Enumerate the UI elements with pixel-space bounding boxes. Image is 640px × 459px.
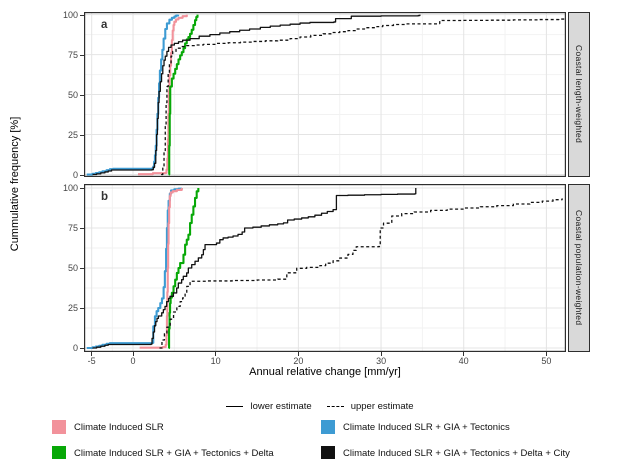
y-tick-label: 75 bbox=[67, 49, 78, 60]
y-tick-label: 100 bbox=[62, 9, 78, 20]
panel-a-svg bbox=[84, 12, 566, 177]
x-tick-label: 0 bbox=[130, 356, 136, 366]
blue-swatch-icon bbox=[321, 420, 335, 434]
panel-border bbox=[84, 184, 566, 352]
x-tick-label: 20 bbox=[293, 356, 304, 366]
legend-item-slr-gia-tectonics: Climate Induced SLR + GIA + Tectonics bbox=[321, 420, 510, 434]
y-tick-label: 0 bbox=[72, 343, 78, 353]
panel-b-svg bbox=[84, 184, 566, 352]
x-tick-mark bbox=[545, 352, 547, 356]
y-tick-mark bbox=[80, 174, 84, 176]
y-axis-title: Cummulative frequency [%] bbox=[9, 116, 21, 252]
series-lower-climate-induced-slr-gia-tectonics-delta-city bbox=[92, 188, 417, 349]
legend-label: Climate Induced SLR + GIA + Tectonics bbox=[343, 421, 510, 433]
y-tick-mark bbox=[80, 348, 84, 349]
y-tick-mark bbox=[80, 308, 84, 309]
y-tick-mark bbox=[80, 94, 84, 96]
pink-swatch-icon bbox=[52, 420, 66, 434]
linetype-legend-lower-label: lower estimate bbox=[250, 401, 312, 412]
series-lower-climate-induced-slr-gia-tectonics-delta bbox=[168, 14, 199, 176]
y-tick-mark bbox=[80, 14, 84, 16]
y-tick-mark bbox=[80, 228, 84, 229]
panel-b-plot-area bbox=[84, 184, 566, 352]
linetype-legend-upper-label: upper estimate bbox=[350, 401, 414, 412]
x-tick-label: 10 bbox=[210, 356, 221, 366]
y-tick-mark bbox=[80, 54, 84, 56]
y-tick-label: 0 bbox=[72, 169, 78, 180]
series-upper-climate-induced-slr-gia-tectonics-delta-city bbox=[159, 198, 563, 349]
y-tick-mark bbox=[80, 268, 84, 269]
legend-item-climate-slr: Climate Induced SLR bbox=[52, 420, 164, 434]
black-swatch-icon bbox=[321, 446, 335, 459]
green-swatch-icon bbox=[52, 446, 66, 459]
x-tick-label: 30 bbox=[376, 356, 387, 366]
series-lower-climate-induced-slr bbox=[137, 14, 188, 176]
dashed-line-icon bbox=[326, 406, 344, 407]
y-tick-label: 25 bbox=[67, 303, 78, 313]
y-tick-label: 25 bbox=[67, 129, 78, 140]
facet-strip-b-text: Coastal population-weighted bbox=[574, 210, 584, 326]
legend-label: Climate Induced SLR + GIA + Tectonics + … bbox=[343, 447, 570, 459]
panel-border bbox=[84, 12, 566, 177]
x-tick-mark bbox=[297, 352, 299, 356]
y-tick-mark bbox=[80, 134, 84, 136]
x-tick-mark bbox=[91, 352, 93, 356]
x-tick-label: -5 bbox=[87, 356, 96, 366]
y-tick-label: 50 bbox=[67, 89, 78, 100]
y-tick-mark bbox=[80, 188, 84, 189]
facet-strip-coastal-population-weighted: Coastal population-weighted bbox=[568, 184, 590, 352]
panel-a-label: a bbox=[101, 19, 108, 31]
x-tick-label: 50 bbox=[541, 356, 552, 366]
x-tick-mark bbox=[132, 352, 134, 356]
linetype-legend: lower estimate upper estimate bbox=[0, 401, 640, 412]
x-tick-mark bbox=[380, 352, 382, 356]
legend-label: Climate Induced SLR bbox=[74, 421, 164, 433]
y-tick-label: 50 bbox=[67, 263, 78, 273]
x-axis-title: Annual relative change [mm/yr] bbox=[249, 366, 401, 378]
y-tick-label: 100 bbox=[62, 183, 78, 193]
legend-item-slr-gia-tectonics-delta: Climate Induced SLR + GIA + Tectonics + … bbox=[52, 446, 274, 459]
facet-strip-a-text: Coastal length-weighted bbox=[574, 45, 584, 144]
x-tick-label: 40 bbox=[458, 356, 469, 366]
series-lower-climate-induced-slr bbox=[139, 188, 183, 349]
legend-item-slr-gia-tectonics-delta-city: Climate Induced SLR + GIA + Tectonics + … bbox=[321, 446, 570, 459]
x-tick-mark bbox=[463, 352, 465, 356]
y-tick-label: 75 bbox=[67, 223, 78, 233]
panel-a-plot-area bbox=[84, 12, 566, 177]
series-lower-climate-induced-slr-gia-tectonics-delta bbox=[168, 188, 200, 350]
panel-b-label: b bbox=[101, 191, 109, 203]
facet-strip-coastal-length-weighted: Coastal length-weighted bbox=[568, 12, 590, 177]
x-tick-mark bbox=[215, 352, 217, 356]
legend-label: Climate Induced SLR + GIA + Tectonics + … bbox=[74, 447, 274, 459]
series-lower-climate-induced-slr-gia-tectonics-delta-city bbox=[92, 14, 421, 176]
solid-line-icon bbox=[226, 406, 244, 407]
